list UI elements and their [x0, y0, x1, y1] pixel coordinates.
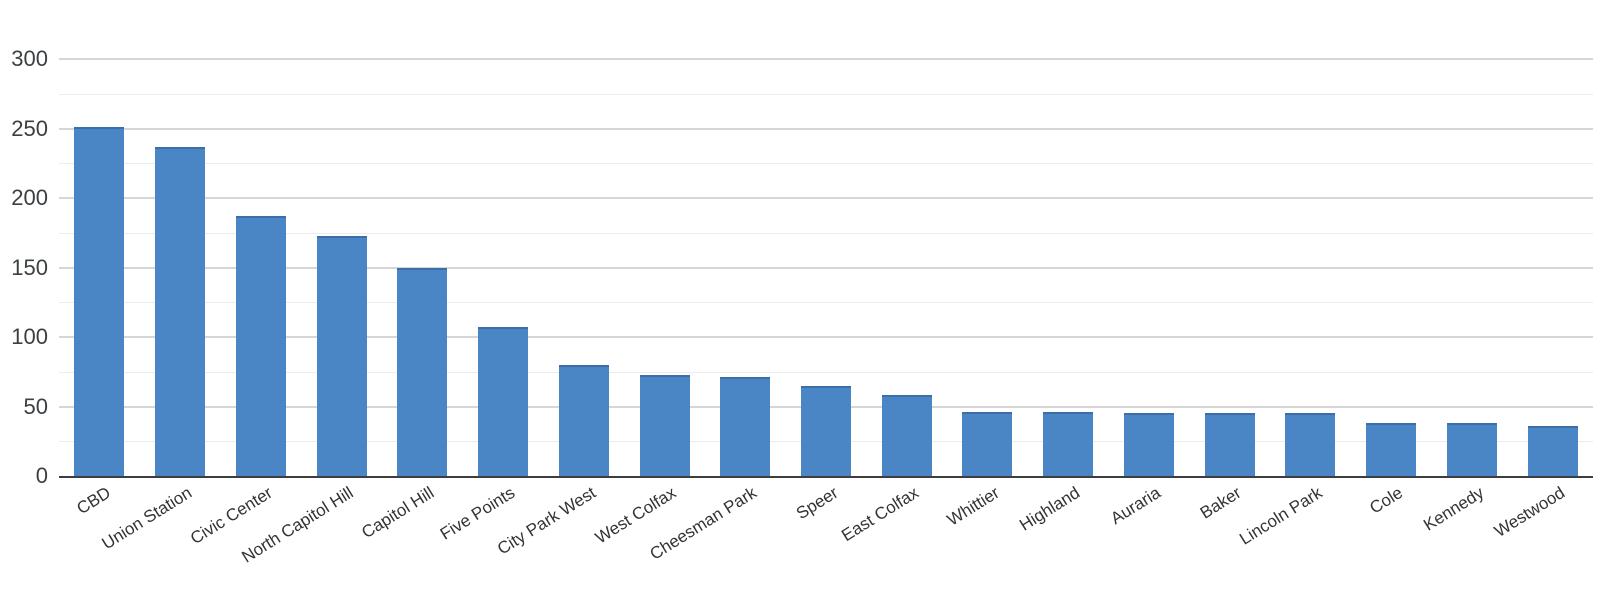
gridline-major: [59, 197, 1593, 199]
x-tick-label: Westwood: [1490, 483, 1568, 542]
gridline-minor: [59, 302, 1593, 304]
x-tick-label: Speer: [792, 483, 842, 524]
x-tick-label: Cole: [1366, 483, 1407, 518]
gridline-minor: [59, 93, 1593, 95]
y-tick-label: 300: [11, 46, 48, 71]
gridline-major: [59, 58, 1593, 61]
bar: [962, 412, 1013, 476]
bar: [478, 327, 529, 476]
bar: [1123, 413, 1174, 476]
bar: [316, 235, 367, 476]
y-tick-label: 150: [11, 254, 48, 280]
x-tick-label: East Colfax: [838, 483, 922, 546]
bar: [1204, 413, 1255, 476]
bar: [720, 377, 771, 476]
x-tick-label: Kennedy: [1419, 483, 1487, 535]
bar: [74, 127, 125, 476]
x-axis-line: [59, 476, 1593, 478]
x-tick-label: Baker: [1197, 483, 1245, 523]
x-tick-label: Lincoln Park: [1236, 483, 1326, 549]
bar: [235, 216, 286, 476]
x-tick-label: Highland: [1016, 483, 1084, 535]
x-tick-label: Whittier: [943, 483, 1003, 530]
bar: [1366, 423, 1417, 476]
x-tick-label: Capitol Hill: [358, 483, 438, 543]
bar: [881, 395, 932, 476]
y-tick-label: 250: [11, 115, 48, 141]
y-tick-label: 100: [11, 324, 48, 349]
bar: [1043, 412, 1094, 476]
gridline-minor: [59, 163, 1593, 165]
gridline-major: [59, 336, 1593, 338]
x-tick-label: Auraria: [1107, 483, 1165, 529]
plot-area: [59, 58, 1593, 478]
bar: [1527, 425, 1578, 476]
x-tick-label: Union Station: [98, 483, 196, 554]
y-tick-label: 0: [35, 463, 48, 488]
gridline-major: [59, 266, 1593, 269]
bar: [155, 146, 206, 476]
bar: [558, 364, 609, 476]
gridline-minor: [59, 371, 1593, 373]
bar: [397, 267, 448, 476]
bar: [1285, 413, 1336, 476]
bar: [1446, 423, 1497, 476]
gridline-major: [59, 127, 1593, 130]
x-tick-label: CBD: [73, 483, 115, 519]
y-tick-label: 50: [23, 393, 48, 419]
bar: [801, 385, 851, 476]
bar: [639, 374, 690, 476]
gridline-minor: [59, 232, 1593, 234]
y-tick-label: 200: [11, 185, 48, 210]
